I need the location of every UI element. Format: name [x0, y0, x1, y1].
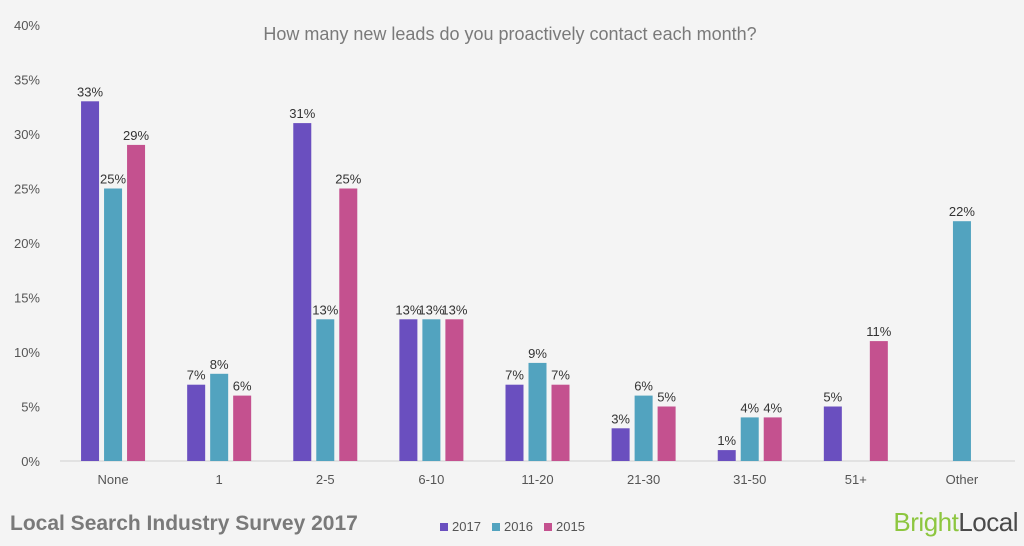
y-tick-label: 0% — [21, 454, 40, 469]
data-label: 29% — [123, 128, 149, 143]
x-tick-label: 31-50 — [733, 472, 766, 487]
data-label: 11% — [866, 324, 891, 339]
data-label: 1% — [717, 433, 736, 448]
survey-title: Local Search Industry Survey 2017 — [10, 512, 358, 535]
bar-2016-31-50 — [740, 417, 759, 461]
bar-2017-None — [81, 101, 100, 462]
data-label: 7% — [551, 368, 570, 383]
data-label: 25% — [100, 172, 126, 187]
y-tick-label: 20% — [14, 236, 40, 251]
bar-2015-2-5 — [339, 188, 358, 461]
legend-swatch-2017 — [440, 523, 448, 531]
legend-swatch-2016 — [492, 523, 500, 531]
data-label: 4% — [763, 400, 782, 415]
bar-2015-31-50 — [763, 417, 782, 461]
y-tick-label: 15% — [14, 291, 40, 306]
data-label: 9% — [528, 346, 547, 361]
data-label: 22% — [949, 204, 975, 219]
bar-2016-Other — [952, 221, 971, 461]
y-tick-label: 40% — [14, 18, 40, 33]
data-label: 13% — [395, 302, 421, 317]
data-label: 3% — [611, 411, 630, 426]
x-tick-label: 21-30 — [627, 472, 660, 487]
data-label: 31% — [289, 106, 315, 121]
data-label: 13% — [441, 302, 467, 317]
y-tick-label: 30% — [14, 127, 40, 142]
bar-2016-1 — [210, 373, 229, 461]
bar-2016-None — [104, 188, 123, 461]
x-tick-label: 6-10 — [418, 472, 444, 487]
x-tick-label: 11-20 — [521, 472, 553, 487]
data-label: 13% — [418, 302, 444, 317]
bar-2017-2-5 — [293, 123, 312, 461]
bar-2015-21-30 — [657, 406, 676, 461]
bar-2016-2-5 — [316, 319, 335, 461]
bar-2017-21-30 — [611, 428, 630, 461]
bar-2015-1 — [233, 395, 252, 461]
y-tick-label: 35% — [14, 73, 40, 88]
chart-title: How many new leads do you proactively co… — [263, 24, 756, 44]
bar-2017-6-10 — [399, 319, 418, 461]
legend-label-2017: 2017 — [452, 519, 481, 534]
bar-2015-6-10 — [445, 319, 464, 461]
bar-2016-6-10 — [422, 319, 441, 461]
data-label: 5% — [823, 390, 842, 405]
data-label: 5% — [657, 390, 676, 405]
bar-2015-51+ — [869, 341, 888, 461]
brand-local: Local — [958, 507, 1018, 537]
brightlocal-logo: BrightLocal — [893, 507, 1018, 538]
data-label: 7% — [505, 368, 524, 383]
data-label: 33% — [77, 84, 103, 99]
legend-label-2016: 2016 — [504, 519, 533, 534]
data-label: 6% — [233, 379, 252, 394]
bar-2017-31-50 — [717, 450, 736, 461]
legend-label-2015: 2015 — [556, 519, 585, 534]
bar-2017-1 — [187, 384, 206, 461]
x-tick-label: 2-5 — [316, 472, 335, 487]
y-tick-label: 5% — [21, 400, 40, 415]
bar-2015-None — [127, 144, 146, 461]
x-tick-label: 1 — [216, 472, 223, 487]
y-tick-label: 10% — [14, 345, 40, 360]
data-label: 25% — [335, 172, 361, 187]
data-label: 7% — [187, 368, 206, 383]
legend-swatch-2015 — [544, 523, 552, 531]
bar-2016-11-20 — [528, 362, 547, 461]
bar-2017-11-20 — [505, 384, 524, 461]
x-tick-label: 51+ — [845, 472, 867, 487]
bar-2016-21-30 — [634, 395, 653, 461]
data-label: 6% — [634, 379, 653, 394]
x-tick-label: None — [98, 472, 129, 487]
x-tick-label: Other — [946, 472, 979, 487]
data-label: 13% — [312, 302, 338, 317]
bar-2017-51+ — [823, 406, 842, 461]
bar-2015-11-20 — [551, 384, 570, 461]
data-label: 8% — [210, 357, 229, 372]
brand-bright: Bright — [893, 507, 959, 537]
y-tick-label: 25% — [14, 182, 40, 197]
data-label: 4% — [740, 400, 759, 415]
